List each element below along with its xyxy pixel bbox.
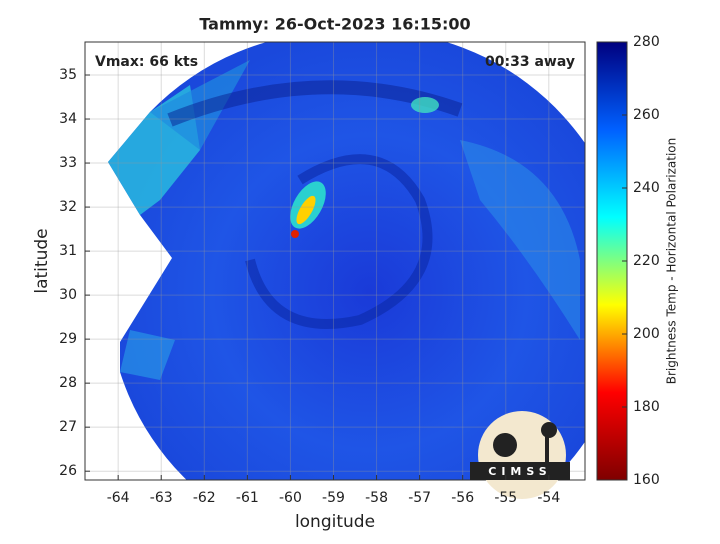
chart-title: Tammy: 26-Oct-2023 16:15:00 — [199, 15, 470, 34]
x-tick-label: -63 — [150, 490, 173, 506]
x-tick-label: -60 — [279, 490, 302, 506]
y-tick-label: 35 — [59, 67, 77, 83]
annotation: 00:33 away — [485, 54, 575, 70]
x-tick-label: -58 — [365, 490, 388, 506]
colorbar-tick-label: 160 — [633, 472, 660, 488]
logo-text: CIMSS — [488, 465, 551, 478]
y-tick-label: 30 — [59, 287, 77, 303]
x-tick-label: -56 — [451, 490, 474, 506]
y-axis-label: latitude — [32, 228, 52, 293]
logo: CIMSS — [470, 411, 570, 499]
x-tick-label: -62 — [193, 490, 216, 506]
x-tick-label: -55 — [494, 490, 517, 506]
x-tick-label: -61 — [236, 490, 259, 506]
axes-frame — [84, 41, 586, 481]
colorbar-tick-label: 220 — [633, 253, 660, 269]
satellite-image — [108, 42, 585, 480]
x-tick-label: -57 — [408, 490, 431, 506]
colorbar-tick-label: 200 — [633, 326, 660, 342]
y-tick-label: 27 — [59, 419, 77, 435]
x-tick-label: -64 — [107, 490, 130, 506]
y-tick-label: 26 — [59, 463, 77, 479]
colorbar-tick-label: 180 — [633, 399, 660, 415]
y-tick-label: 31 — [59, 243, 77, 259]
colorbar-tick-label: 260 — [633, 107, 660, 123]
x-tick-label: -54 — [537, 490, 560, 506]
y-tick-label: 33 — [59, 155, 77, 171]
y-tick-label: 34 — [59, 111, 77, 127]
y-tick-label: 29 — [59, 331, 77, 347]
colorbar-tick-label: 280 — [633, 34, 660, 50]
annotation: Vmax: 66 kts — [95, 54, 198, 70]
x-tick-label: -59 — [322, 490, 345, 506]
x-axis-label: longitude — [295, 512, 375, 532]
colorbar-tick-label: 240 — [633, 180, 660, 196]
y-tick-label: 32 — [59, 199, 77, 215]
colorbar-label: Brightness Temp - Horizontal Polarizatio… — [665, 138, 679, 385]
y-tick-label: 28 — [59, 375, 77, 391]
